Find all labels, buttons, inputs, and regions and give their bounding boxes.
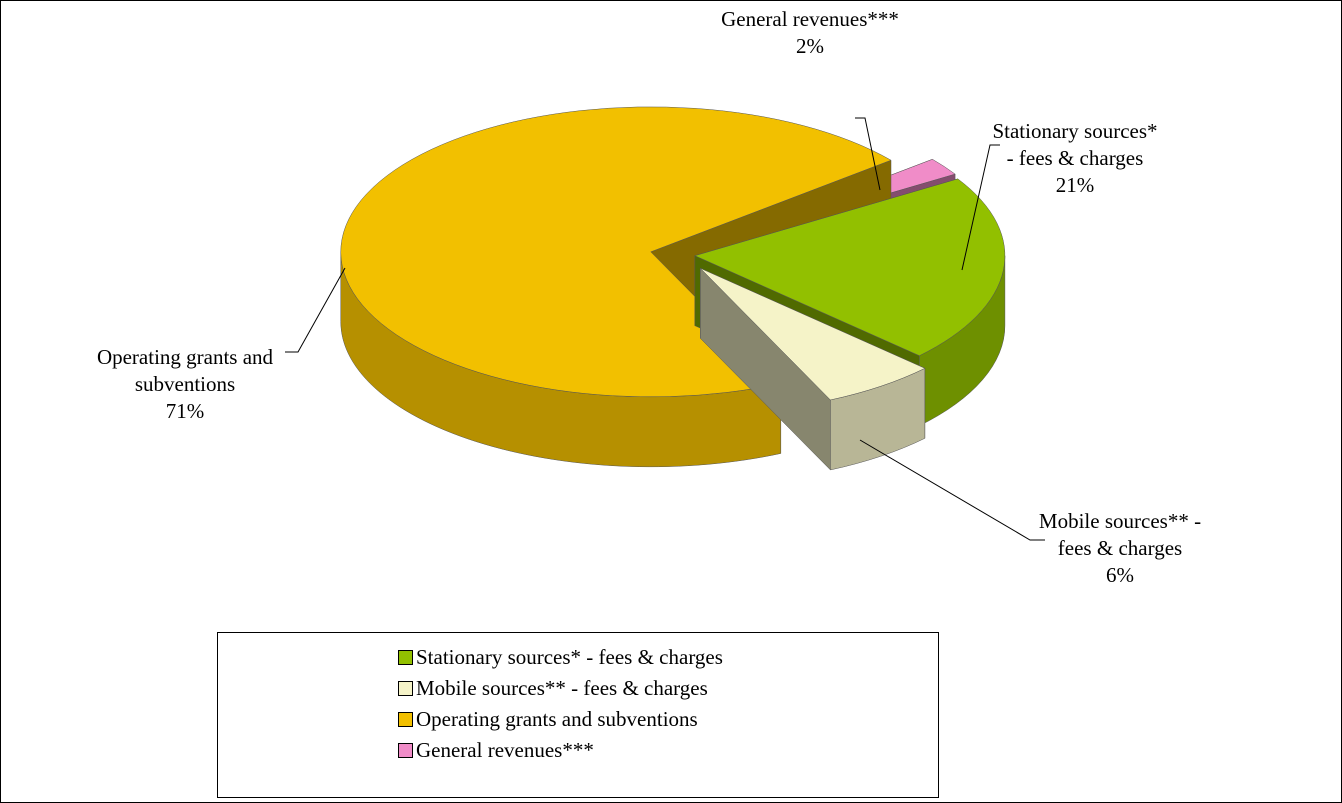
data-label: Mobile sources** - fees & charges 6%: [1030, 508, 1210, 589]
legend-label: General revenues***: [416, 738, 594, 762]
leader-line: [961, 144, 1000, 271]
leader-line: [855, 117, 881, 191]
data-label-value: 21%: [1055, 173, 1095, 197]
data-label-value: 6%: [1106, 563, 1134, 587]
legend-swatch: [398, 743, 413, 758]
data-label: Stationary sources* - fees & charges 21%: [990, 118, 1160, 199]
leader-line: [859, 439, 1045, 541]
legend-swatch: [398, 681, 413, 696]
data-label-value: 71%: [165, 399, 205, 423]
legend: Stationary sources* - fees & charges Mobi…: [217, 632, 939, 798]
legend-item: General revenues***: [398, 738, 594, 763]
legend-swatch: [398, 650, 413, 665]
data-label-name: Mobile sources** - fees & charges: [1038, 509, 1202, 560]
data-label-name: General revenues***: [721, 7, 899, 31]
slice: [340, 106, 892, 398]
legend-label: Mobile sources** - fees & charges: [416, 676, 708, 700]
slice: [694, 178, 1006, 356]
data-label: General revenues*** 2%: [720, 6, 900, 60]
data-label-value: 2%: [796, 34, 824, 58]
legend-item: Operating grants and subventions: [398, 707, 698, 732]
legend-swatch: [398, 712, 413, 727]
legend-item: Stationary sources* - fees & charges: [398, 645, 723, 670]
data-label-name: Stationary sources* - fees & charges: [992, 119, 1158, 170]
leader-line: [285, 267, 346, 353]
legend-item: Mobile sources** - fees & charges: [398, 676, 708, 701]
data-label: Operating grants and subventions 71%: [60, 344, 310, 425]
data-label-name: Operating grants and subventions: [96, 345, 274, 396]
legend-label: Stationary sources* - fees & charges: [416, 645, 723, 669]
legend-label: Operating grants and subventions: [416, 707, 698, 731]
slice: [700, 268, 926, 401]
